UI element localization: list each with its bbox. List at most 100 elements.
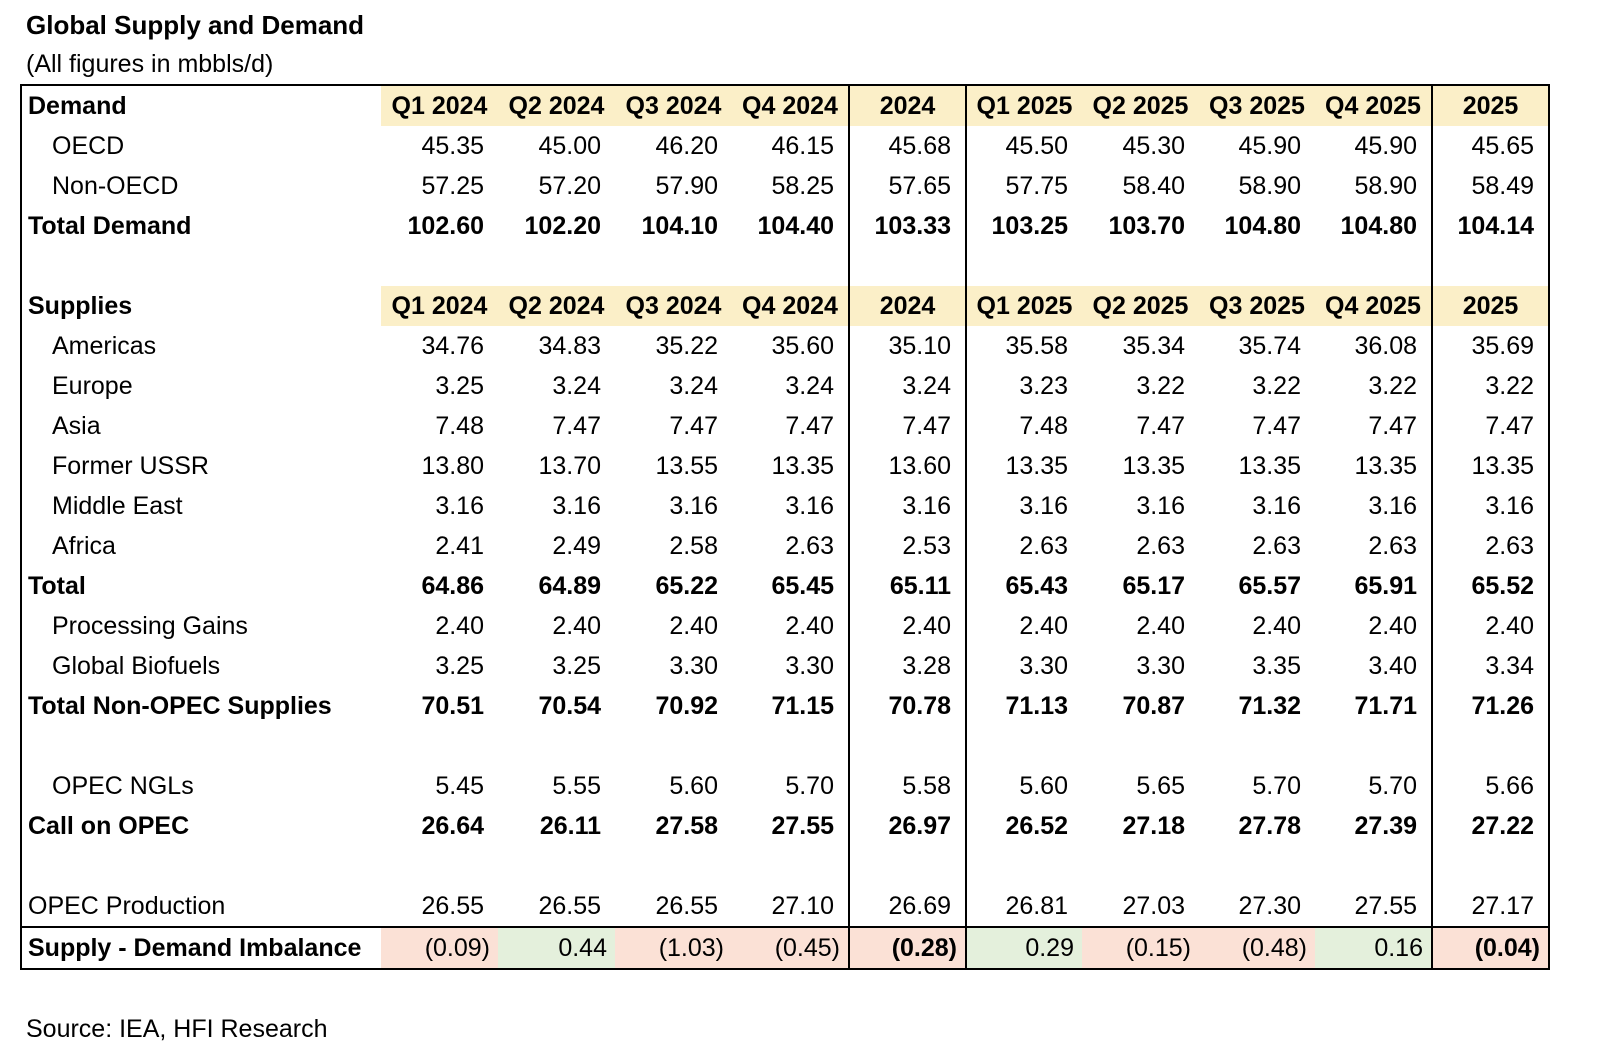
value-cell: 3.22 <box>1431 366 1549 406</box>
spacer-cell <box>1199 846 1315 886</box>
value-cell: 2.40 <box>1431 606 1549 646</box>
value-cell: 35.22 <box>655 332 718 360</box>
value-cell: 7.47 <box>1431 406 1549 446</box>
value-cell: 2.40 <box>1136 612 1185 640</box>
value-cell: 58.90 <box>1238 172 1301 200</box>
spacer-cell <box>732 846 849 886</box>
column-header: Q2 2024 <box>498 85 615 126</box>
spacer-cell <box>848 846 966 886</box>
value-cell: 13.60 <box>848 446 966 486</box>
column-header: Q4 2025 <box>1315 85 1432 126</box>
value-cell: 3.28 <box>848 646 966 686</box>
value-cell: 3.16 <box>848 486 966 526</box>
supplies-header-row: Supplies Q1 2024 Q2 2024 Q3 2024 Q4 2024 2024… <box>21 286 1549 326</box>
spacer-cell <box>1315 726 1432 766</box>
value-cell: 57.25 <box>421 172 484 200</box>
value-cell: 3.24 <box>785 372 834 400</box>
source-note: Source: IEA, HFI Research <box>26 1015 328 1043</box>
value-cell: 7.47 <box>669 412 718 440</box>
column-header: Q4 2025 <box>1315 286 1432 326</box>
value-cell: 35.69 <box>1431 326 1549 366</box>
row-label: Processing Gains <box>52 612 248 640</box>
value-cell: 7.48 <box>435 412 484 440</box>
column-header: 2025 <box>1431 85 1549 126</box>
column-header: Q1 2025 <box>965 85 1082 126</box>
value-cell: 70.87 <box>1122 692 1185 720</box>
value-cell: 104.10 <box>641 212 718 240</box>
value-cell: 13.55 <box>655 452 718 480</box>
value-cell: 27.17 <box>1431 886 1549 927</box>
value-cell: 3.40 <box>1368 652 1417 680</box>
spacer-cell <box>1431 246 1549 286</box>
spacer-cell <box>381 846 498 886</box>
spacer-cell <box>848 246 966 286</box>
value-cell: 3.16 <box>785 492 834 520</box>
imbalance-cell: (0.28) <box>848 926 966 969</box>
value-cell: 3.16 <box>669 492 718 520</box>
value-cell: 2.40 <box>965 606 1082 646</box>
value-cell: 70.92 <box>655 692 718 720</box>
value-cell: 65.43 <box>965 566 1082 606</box>
value-cell: 71.26 <box>1431 686 1549 726</box>
spacer-cell <box>1431 726 1549 766</box>
value-cell: 57.90 <box>655 172 718 200</box>
value-cell: 57.20 <box>538 172 601 200</box>
column-header: Q3 2024 <box>615 85 732 126</box>
spacer-cell <box>21 246 381 286</box>
value-cell: 27.03 <box>1122 892 1185 920</box>
value-cell: 70.78 <box>848 686 966 726</box>
imbalance-cell: (0.04) <box>1431 926 1549 969</box>
value-cell: 3.22 <box>1252 372 1301 400</box>
column-header: Q4 2024 <box>732 85 849 126</box>
value-cell: 3.24 <box>552 372 601 400</box>
value-cell: 35.74 <box>1238 332 1301 360</box>
value-cell: 71.15 <box>771 692 834 720</box>
column-header: Q1 2024 <box>381 85 498 126</box>
value-cell: 3.30 <box>1136 652 1185 680</box>
row-label: Middle East <box>52 492 183 520</box>
spacer-cell <box>1082 846 1199 886</box>
value-cell: 26.55 <box>421 892 484 920</box>
value-cell: 2.40 <box>1368 612 1417 640</box>
table-row: Europe 3.25 3.24 3.24 3.24 3.24 3.23 3.22 3.22 3.… <box>21 366 1549 406</box>
imbalance-cell: (1.03) <box>615 926 732 969</box>
imbalance-cell: (0.15) <box>1082 926 1199 969</box>
value-cell: 5.65 <box>1136 772 1185 800</box>
spacer-cell <box>1315 846 1432 886</box>
value-cell: 102.60 <box>407 212 484 240</box>
value-cell: 45.50 <box>965 126 1082 166</box>
column-header: 2024 <box>848 85 966 126</box>
value-cell: 58.25 <box>771 172 834 200</box>
spacer-row <box>21 246 1549 286</box>
value-cell: 3.16 <box>435 492 484 520</box>
value-cell: 2.40 <box>1252 612 1301 640</box>
table-row: OECD 45.35 45.00 46.20 46.15 45.68 45.50 45.30 4… <box>21 126 1549 166</box>
spacer-cell <box>381 246 498 286</box>
opec-production-row: OPEC Production 26.55 26.55 26.55 27.10 26.69… <box>21 886 1549 927</box>
non-opec-total-row: Total Non-OPEC Supplies 70.51 70.54 70.92 71… <box>21 686 1549 726</box>
table-row: Africa 2.41 2.49 2.58 2.63 2.53 2.63 2.63 2.63 2.… <box>21 526 1549 566</box>
value-cell: 3.24 <box>848 366 966 406</box>
value-cell: 104.80 <box>1340 212 1417 240</box>
spacer-cell <box>732 246 849 286</box>
spacer-cell <box>498 726 615 766</box>
table-row: Asia 7.48 7.47 7.47 7.47 7.47 7.48 7.47 7.47 7.47… <box>21 406 1549 446</box>
table-row: Processing Gains 2.40 2.40 2.40 2.40 2.40 2.40… <box>21 606 1549 646</box>
value-cell: 7.48 <box>965 406 1082 446</box>
supplies-total-row: Total 64.86 64.89 65.22 65.45 65.11 65.43 65.17… <box>21 566 1549 606</box>
column-header: Q3 2025 <box>1199 85 1315 126</box>
column-header: Q1 2025 <box>965 286 1082 326</box>
value-cell: 103.33 <box>848 206 966 246</box>
value-cell: 3.25 <box>552 652 601 680</box>
value-cell: 27.10 <box>771 892 834 920</box>
value-cell: 34.83 <box>538 332 601 360</box>
column-header: Q4 2024 <box>732 286 849 326</box>
spacer-cell <box>498 246 615 286</box>
value-cell: 3.16 <box>965 486 1082 526</box>
value-cell: 3.22 <box>1136 372 1185 400</box>
value-cell: 2.63 <box>1252 532 1301 560</box>
value-cell: 3.25 <box>435 372 484 400</box>
imbalance-cell: 0.16 <box>1315 926 1432 969</box>
value-cell: 35.34 <box>1122 332 1185 360</box>
value-cell: 5.60 <box>669 772 718 800</box>
